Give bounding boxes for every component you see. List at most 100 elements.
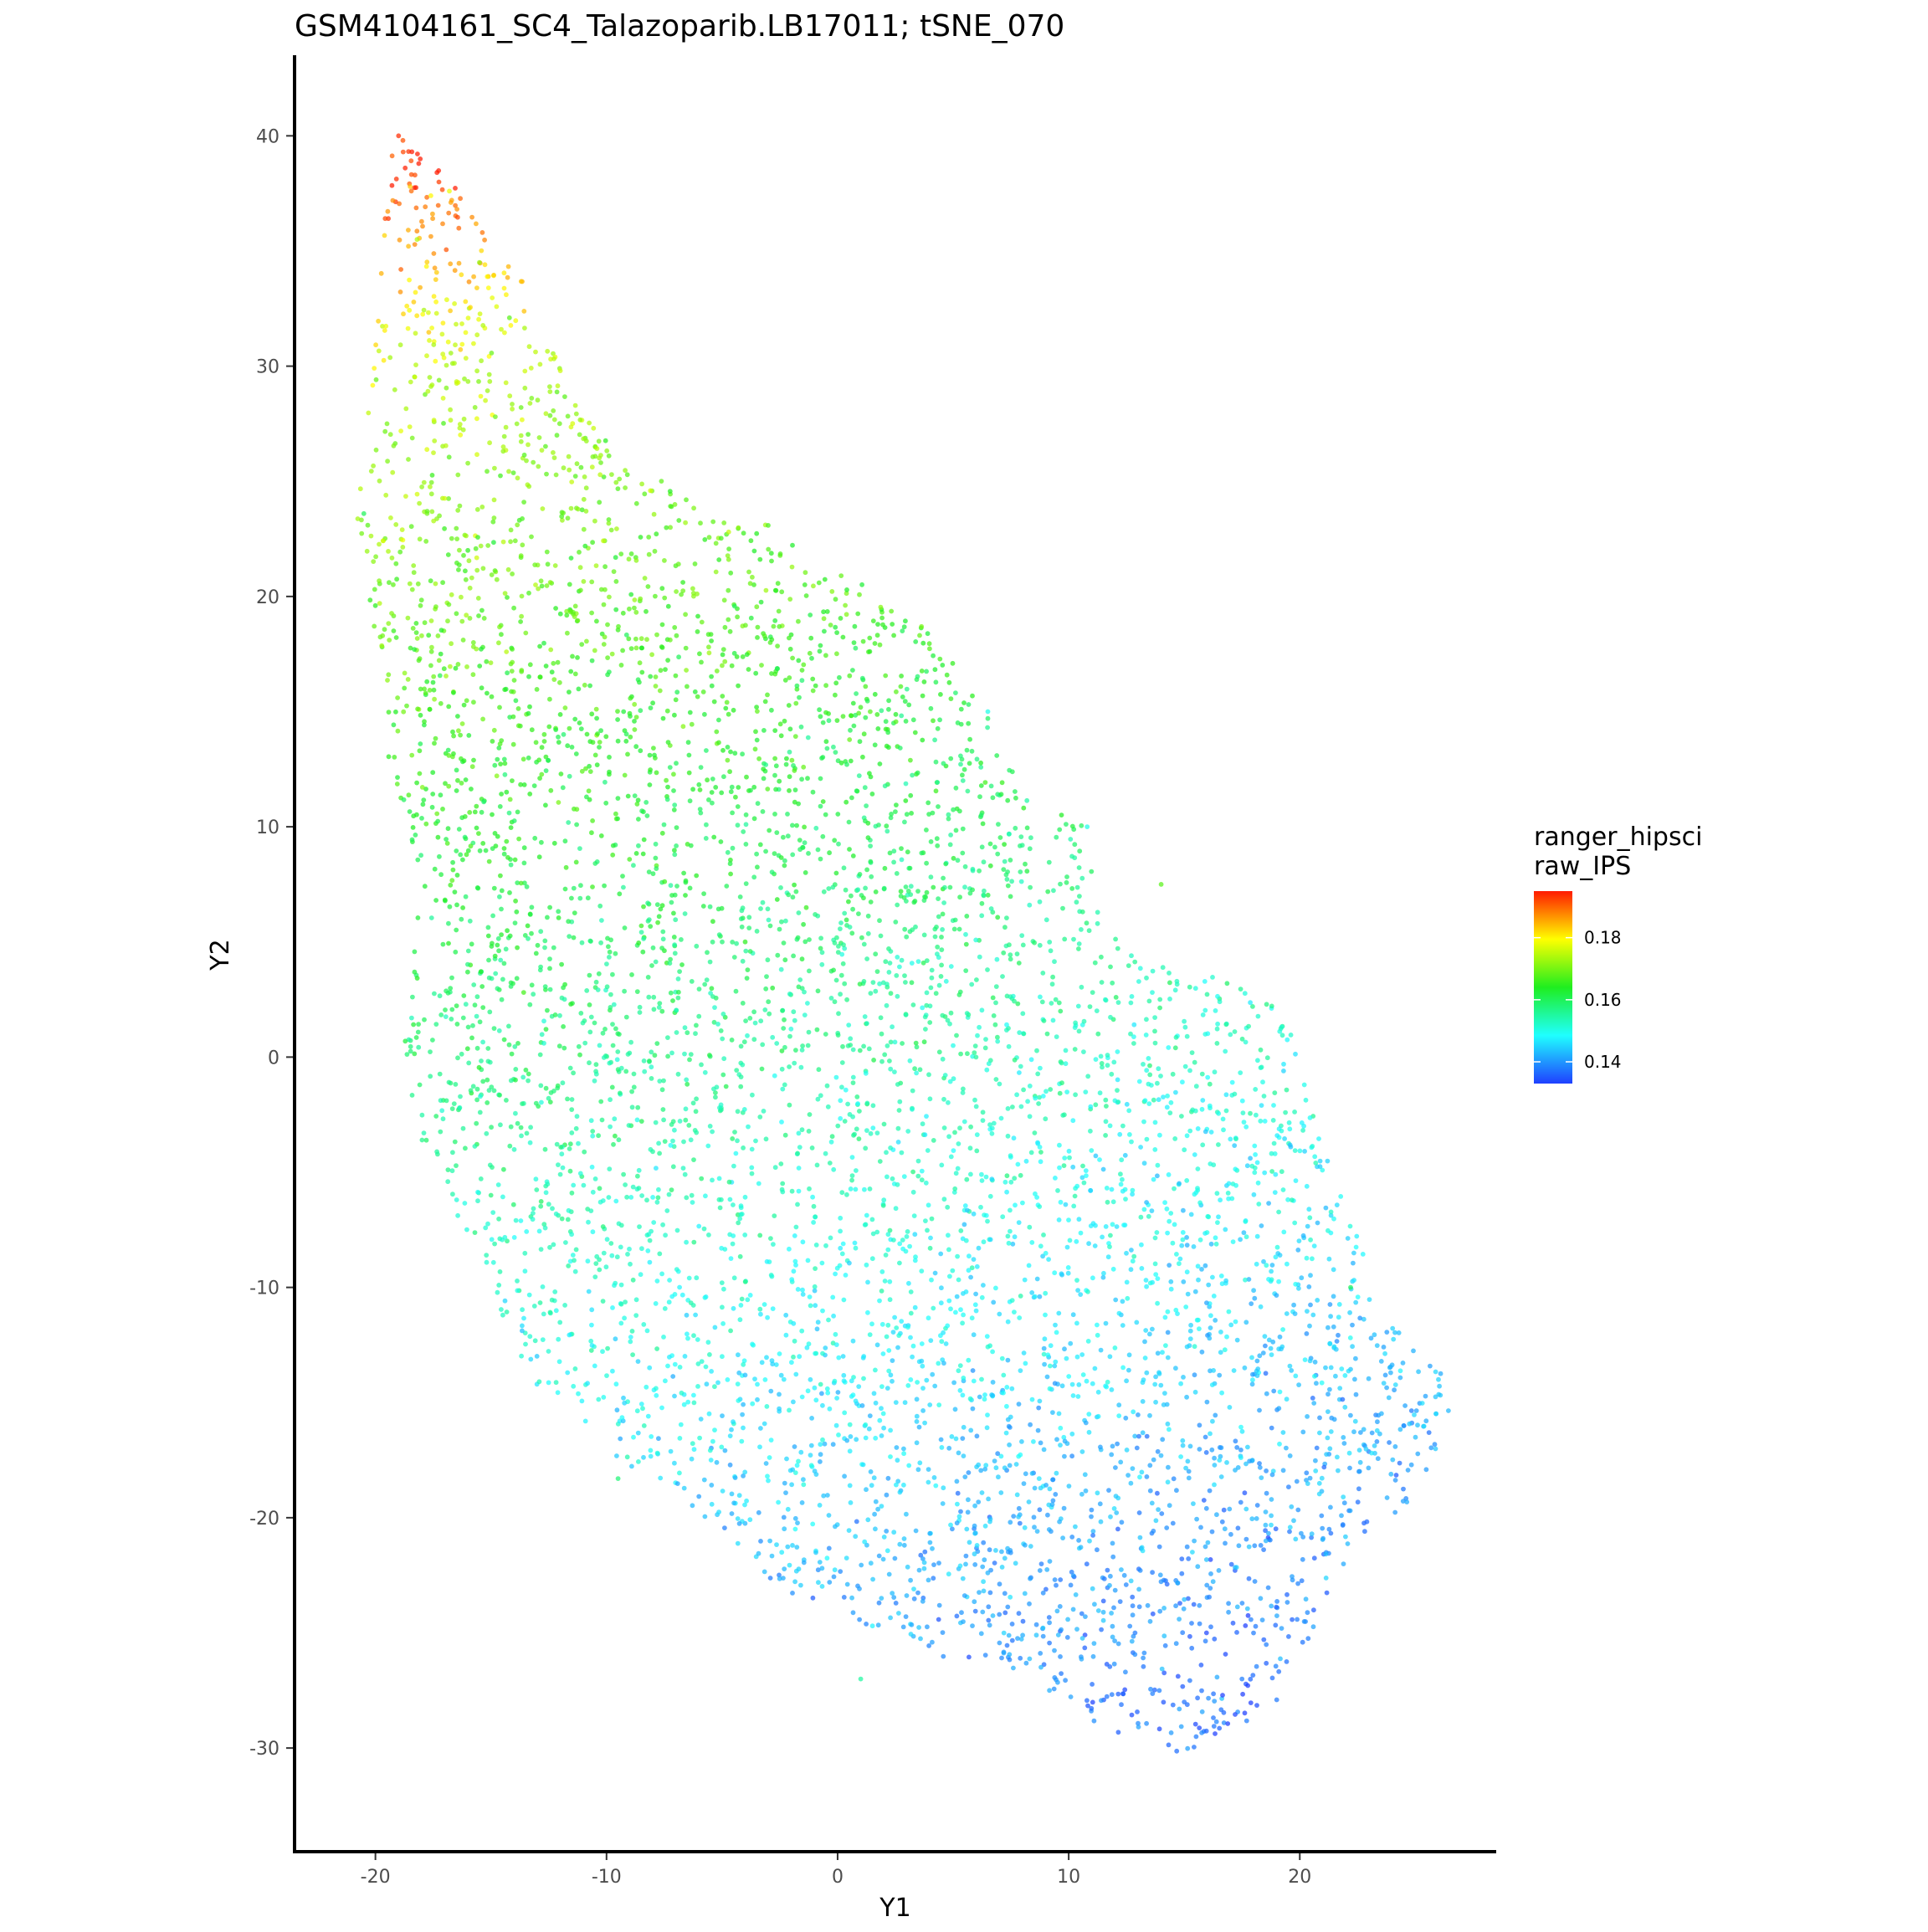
data-point — [506, 810, 512, 816]
data-point — [720, 1321, 726, 1326]
data-point — [504, 838, 510, 844]
data-point — [894, 1325, 900, 1330]
data-point — [539, 448, 545, 453]
data-point — [815, 1320, 821, 1325]
data-point — [913, 1528, 919, 1534]
data-point — [1238, 1070, 1243, 1075]
data-point — [531, 992, 536, 997]
data-point — [1392, 1509, 1398, 1515]
data-point — [529, 982, 535, 988]
data-point — [1218, 1350, 1223, 1355]
data-point — [1242, 1490, 1248, 1496]
data-point — [382, 428, 388, 434]
data-point — [736, 1370, 742, 1376]
data-point — [1264, 1263, 1269, 1268]
data-point — [460, 857, 465, 863]
data-point — [480, 566, 486, 571]
data-point — [870, 1576, 875, 1582]
data-point — [400, 537, 406, 543]
data-point — [872, 1511, 877, 1517]
data-point — [740, 654, 746, 659]
data-point — [818, 1459, 823, 1464]
data-point — [905, 1229, 910, 1234]
data-point — [885, 1548, 890, 1554]
data-point — [1083, 1614, 1088, 1619]
data-point — [983, 1463, 989, 1468]
data-point — [1044, 1567, 1050, 1572]
data-point — [650, 1149, 655, 1155]
data-point — [978, 1468, 984, 1473]
data-point — [705, 950, 710, 956]
data-point — [589, 1322, 594, 1328]
data-point — [1065, 1617, 1070, 1622]
data-point — [450, 1150, 455, 1156]
data-point — [554, 389, 560, 395]
data-point — [766, 1478, 771, 1484]
data-point — [821, 616, 827, 622]
data-point — [501, 433, 507, 439]
data-point — [967, 761, 972, 766]
data-point — [598, 833, 604, 838]
data-point — [1007, 1463, 1013, 1468]
data-point — [1331, 1294, 1336, 1299]
data-point — [1004, 1385, 1010, 1390]
data-point — [887, 850, 893, 856]
data-point — [380, 538, 386, 544]
data-point — [719, 1280, 725, 1285]
data-point — [455, 714, 460, 719]
data-point — [485, 1046, 491, 1051]
data-point — [1270, 1118, 1276, 1123]
data-point — [864, 1487, 869, 1493]
data-point — [700, 904, 706, 909]
data-point — [385, 459, 390, 464]
data-point — [842, 910, 848, 916]
data-point — [520, 1323, 525, 1329]
data-point — [538, 1199, 544, 1204]
data-point — [871, 1058, 876, 1063]
data-point — [656, 914, 662, 920]
data-point — [440, 396, 446, 401]
data-point — [1208, 1325, 1213, 1330]
data-point — [1081, 1049, 1086, 1054]
data-point — [862, 1186, 867, 1192]
data-point — [993, 984, 999, 989]
data-point — [849, 1155, 855, 1160]
data-point — [973, 1308, 979, 1314]
data-point — [551, 1242, 556, 1248]
data-point — [561, 985, 566, 991]
data-point — [790, 1591, 795, 1596]
data-point — [1223, 1022, 1229, 1027]
data-point — [825, 1390, 831, 1396]
data-point — [866, 1046, 872, 1052]
data-point — [816, 1580, 821, 1586]
data-point — [406, 228, 411, 233]
data-point — [1211, 1294, 1217, 1299]
data-point — [410, 626, 416, 631]
data-point — [913, 924, 918, 930]
data-point — [938, 1437, 944, 1443]
data-point — [445, 990, 451, 996]
data-point — [985, 1218, 990, 1224]
data-point — [780, 1181, 786, 1186]
data-point — [656, 1436, 661, 1442]
data-point — [448, 308, 453, 314]
data-point — [956, 1450, 961, 1456]
data-point — [1059, 1271, 1064, 1277]
data-point — [649, 1434, 654, 1439]
data-point — [964, 1526, 970, 1532]
data-point — [928, 839, 934, 844]
data-point — [802, 840, 808, 846]
data-point — [1180, 1237, 1186, 1243]
data-point — [660, 1107, 666, 1112]
data-point — [1392, 1478, 1398, 1483]
data-point — [415, 706, 420, 712]
data-point — [1079, 875, 1085, 881]
data-point — [792, 1017, 797, 1023]
data-point — [392, 387, 397, 392]
data-point — [412, 949, 418, 955]
data-point — [615, 1049, 621, 1054]
data-point — [1046, 859, 1052, 865]
data-point — [511, 678, 517, 683]
data-point — [799, 668, 805, 673]
data-point — [1117, 1599, 1123, 1604]
